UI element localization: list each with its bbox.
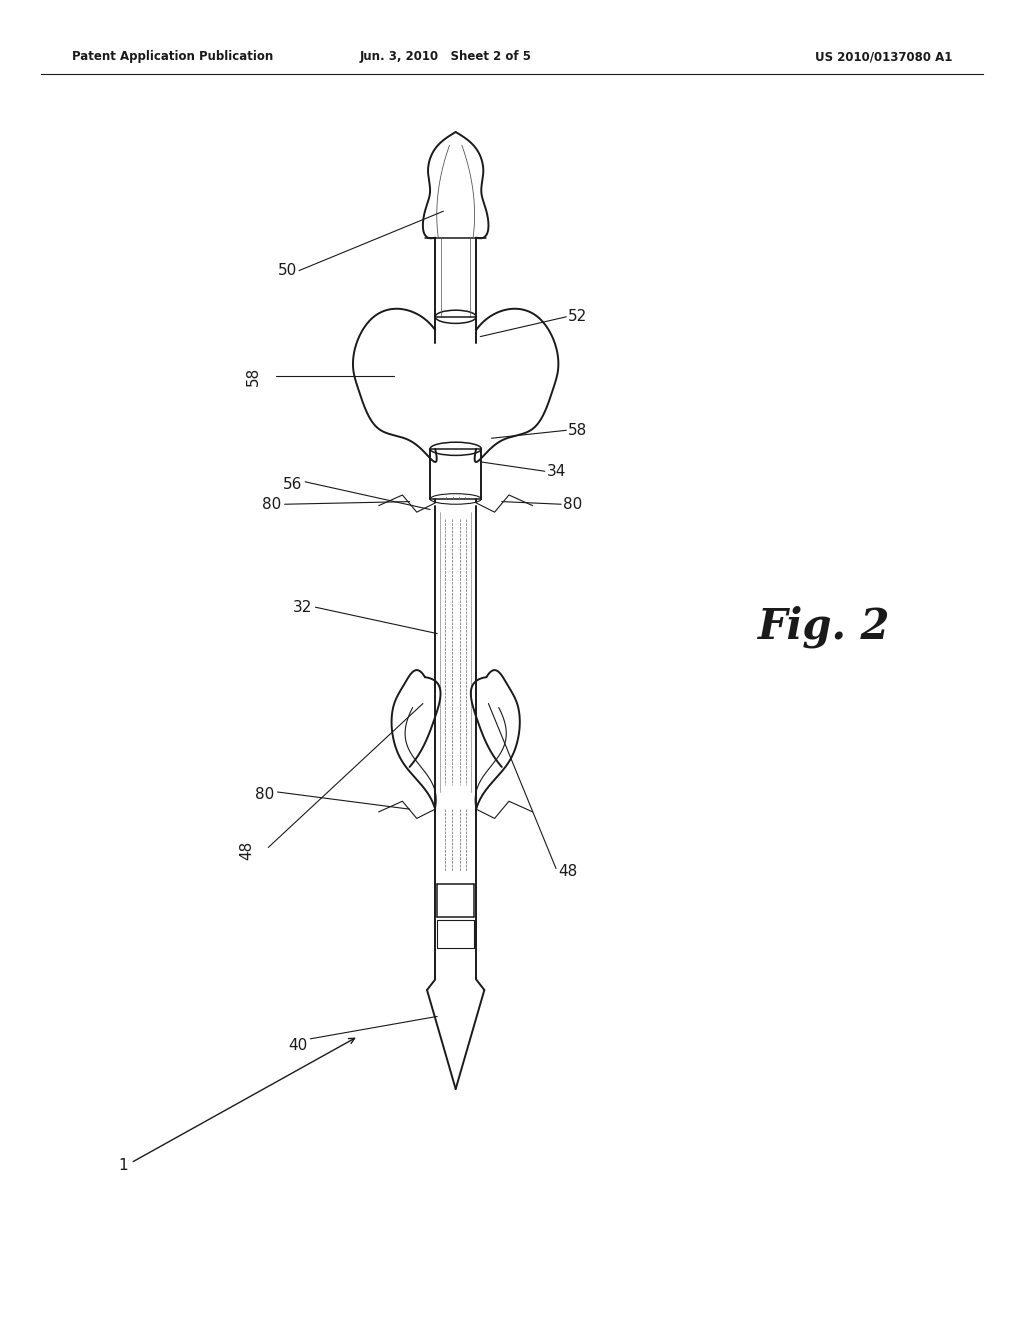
Text: 40: 40 bbox=[288, 1038, 307, 1053]
Text: 58: 58 bbox=[246, 367, 261, 385]
Text: 80: 80 bbox=[262, 496, 282, 512]
Text: 1: 1 bbox=[119, 1158, 128, 1173]
Text: 52: 52 bbox=[568, 309, 588, 325]
Text: 48: 48 bbox=[239, 841, 254, 859]
Text: 48: 48 bbox=[558, 863, 578, 879]
Text: 34: 34 bbox=[547, 463, 566, 479]
Text: 80: 80 bbox=[563, 496, 583, 512]
Text: 50: 50 bbox=[278, 263, 297, 279]
Text: Jun. 3, 2010   Sheet 2 of 5: Jun. 3, 2010 Sheet 2 of 5 bbox=[359, 50, 531, 63]
Text: 56: 56 bbox=[283, 477, 302, 492]
Text: 32: 32 bbox=[293, 599, 312, 615]
Text: Fig. 2: Fig. 2 bbox=[758, 606, 890, 648]
Text: 58: 58 bbox=[568, 422, 588, 438]
Text: US 2010/0137080 A1: US 2010/0137080 A1 bbox=[815, 50, 952, 63]
Text: 80: 80 bbox=[255, 787, 274, 803]
Text: Patent Application Publication: Patent Application Publication bbox=[72, 50, 273, 63]
